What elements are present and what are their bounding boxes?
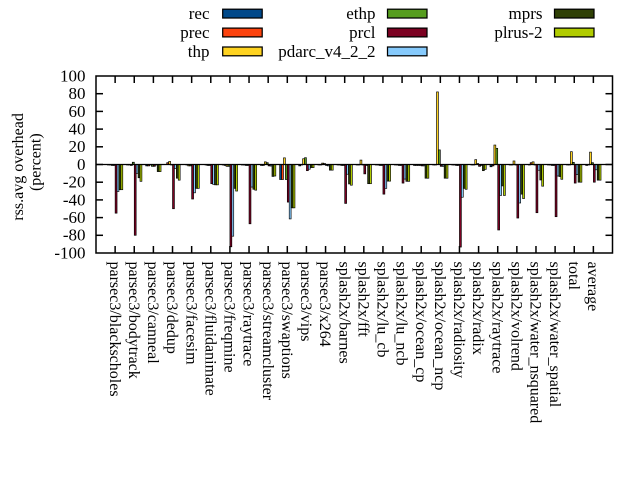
svg-text:ethp: ethp: [346, 4, 375, 23]
svg-text:parsec3/canneal: parsec3/canneal: [144, 262, 161, 365]
svg-text:splash2x/volrend: splash2x/volrend: [508, 262, 525, 371]
svg-text:pdarc_v4_2_2: pdarc_v4_2_2: [278, 42, 375, 61]
svg-text:parsec3/bodytrack: parsec3/bodytrack: [125, 262, 142, 379]
svg-text:parsec3/dedup: parsec3/dedup: [163, 262, 180, 354]
svg-text:rec: rec: [189, 4, 210, 23]
svg-text:splash2x/fft: splash2x/fft: [354, 262, 371, 338]
svg-text:20: 20: [69, 137, 86, 156]
svg-text:100: 100: [60, 66, 86, 85]
svg-text:-100: -100: [54, 243, 85, 262]
svg-text:splash2x/lu_cb: splash2x/lu_cb: [374, 262, 391, 358]
svg-text:average: average: [584, 262, 601, 312]
svg-text:splash2x/lu_ncb: splash2x/lu_ncb: [393, 262, 410, 366]
svg-text:splash2x/water_spatial: splash2x/water_spatial: [546, 262, 563, 408]
svg-text:parsec3/blackscholes: parsec3/blackscholes: [106, 262, 123, 397]
svg-text:-40: -40: [63, 190, 86, 209]
svg-text:prec: prec: [180, 23, 210, 42]
svg-text:parsec3/freqmine: parsec3/freqmine: [221, 262, 238, 373]
svg-text:prcl: prcl: [349, 23, 376, 42]
svg-text:parsec3/streamcluster: parsec3/streamcluster: [259, 262, 276, 401]
svg-text:splash2x/ocean_cp: splash2x/ocean_cp: [412, 262, 429, 383]
svg-text:splash2x/raytrace: splash2x/raytrace: [488, 262, 505, 374]
svg-text:total: total: [565, 262, 582, 291]
svg-text:splash2x/radix: splash2x/radix: [469, 262, 486, 355]
svg-text:-20: -20: [63, 173, 86, 192]
svg-text:parsec3/fluidanimate: parsec3/fluidanimate: [201, 262, 218, 396]
svg-text:parsec3/raytrace: parsec3/raytrace: [240, 262, 257, 367]
svg-text:parsec3/facesim: parsec3/facesim: [182, 262, 199, 366]
svg-text:parsec3/vips: parsec3/vips: [297, 262, 314, 342]
svg-text:rss.avg overhead: rss.avg overhead: [10, 113, 27, 221]
svg-text:splash2x/ocean_ncp: splash2x/ocean_ncp: [431, 262, 448, 391]
svg-text:80: 80: [69, 84, 86, 103]
svg-text:parsec3/x264: parsec3/x264: [316, 262, 333, 347]
svg-text:splash2x/barnes: splash2x/barnes: [335, 262, 352, 364]
svg-text:thp: thp: [188, 42, 210, 61]
svg-text:0: 0: [77, 155, 86, 174]
svg-text:mprs: mprs: [509, 4, 543, 23]
svg-text:-80: -80: [63, 226, 86, 245]
svg-text:60: 60: [69, 102, 86, 121]
svg-text:40: 40: [69, 120, 86, 139]
svg-text:parsec3/swaptions: parsec3/swaptions: [278, 262, 295, 379]
svg-text:plrus-2: plrus-2: [494, 23, 542, 42]
svg-text:splash2x/radiosity: splash2x/radiosity: [450, 262, 467, 378]
svg-text:-60: -60: [63, 208, 86, 227]
svg-text:(percent): (percent): [27, 133, 44, 191]
svg-text:splash2x/water_nsquared: splash2x/water_nsquared: [527, 262, 544, 424]
